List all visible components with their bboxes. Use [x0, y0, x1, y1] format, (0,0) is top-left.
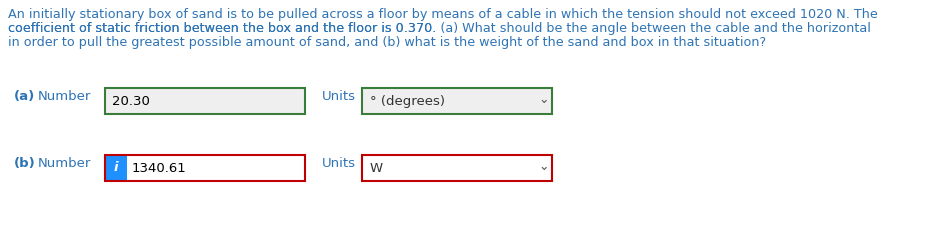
Text: (a): (a) [14, 90, 36, 103]
Text: (b): (b) [14, 157, 36, 170]
Bar [105, 88, 305, 114]
Text: Number: Number [38, 90, 92, 103]
Text: ° (degrees): ° (degrees) [370, 95, 445, 108]
Text: Units: Units [322, 90, 356, 103]
Text: 1340.61: 1340.61 [132, 162, 187, 175]
Bar [105, 155, 127, 181]
Text: coefficient of static friction between the box and the floor is 0.370. (a) What : coefficient of static friction between t… [8, 22, 870, 35]
Text: ⌄: ⌄ [538, 160, 548, 173]
Bar [362, 88, 552, 114]
Bar [362, 155, 552, 181]
Text: An initially stationary box of sand is to be pulled across a floor by means of a: An initially stationary box of sand is t… [8, 8, 878, 21]
Bar [105, 155, 305, 181]
Text: 20.30: 20.30 [112, 95, 150, 108]
Text: Units: Units [322, 157, 356, 170]
Text: in order to pull the greatest possible amount of sand, and (b) what is the weigh: in order to pull the greatest possible a… [8, 36, 767, 49]
Text: ⌄: ⌄ [538, 93, 548, 106]
Text: i: i [114, 161, 118, 174]
Text: W: W [370, 162, 383, 175]
Text: Number: Number [38, 157, 92, 170]
Text: coefficient of static friction between the box and the floor is 0.370.: coefficient of static friction between t… [8, 22, 440, 35]
